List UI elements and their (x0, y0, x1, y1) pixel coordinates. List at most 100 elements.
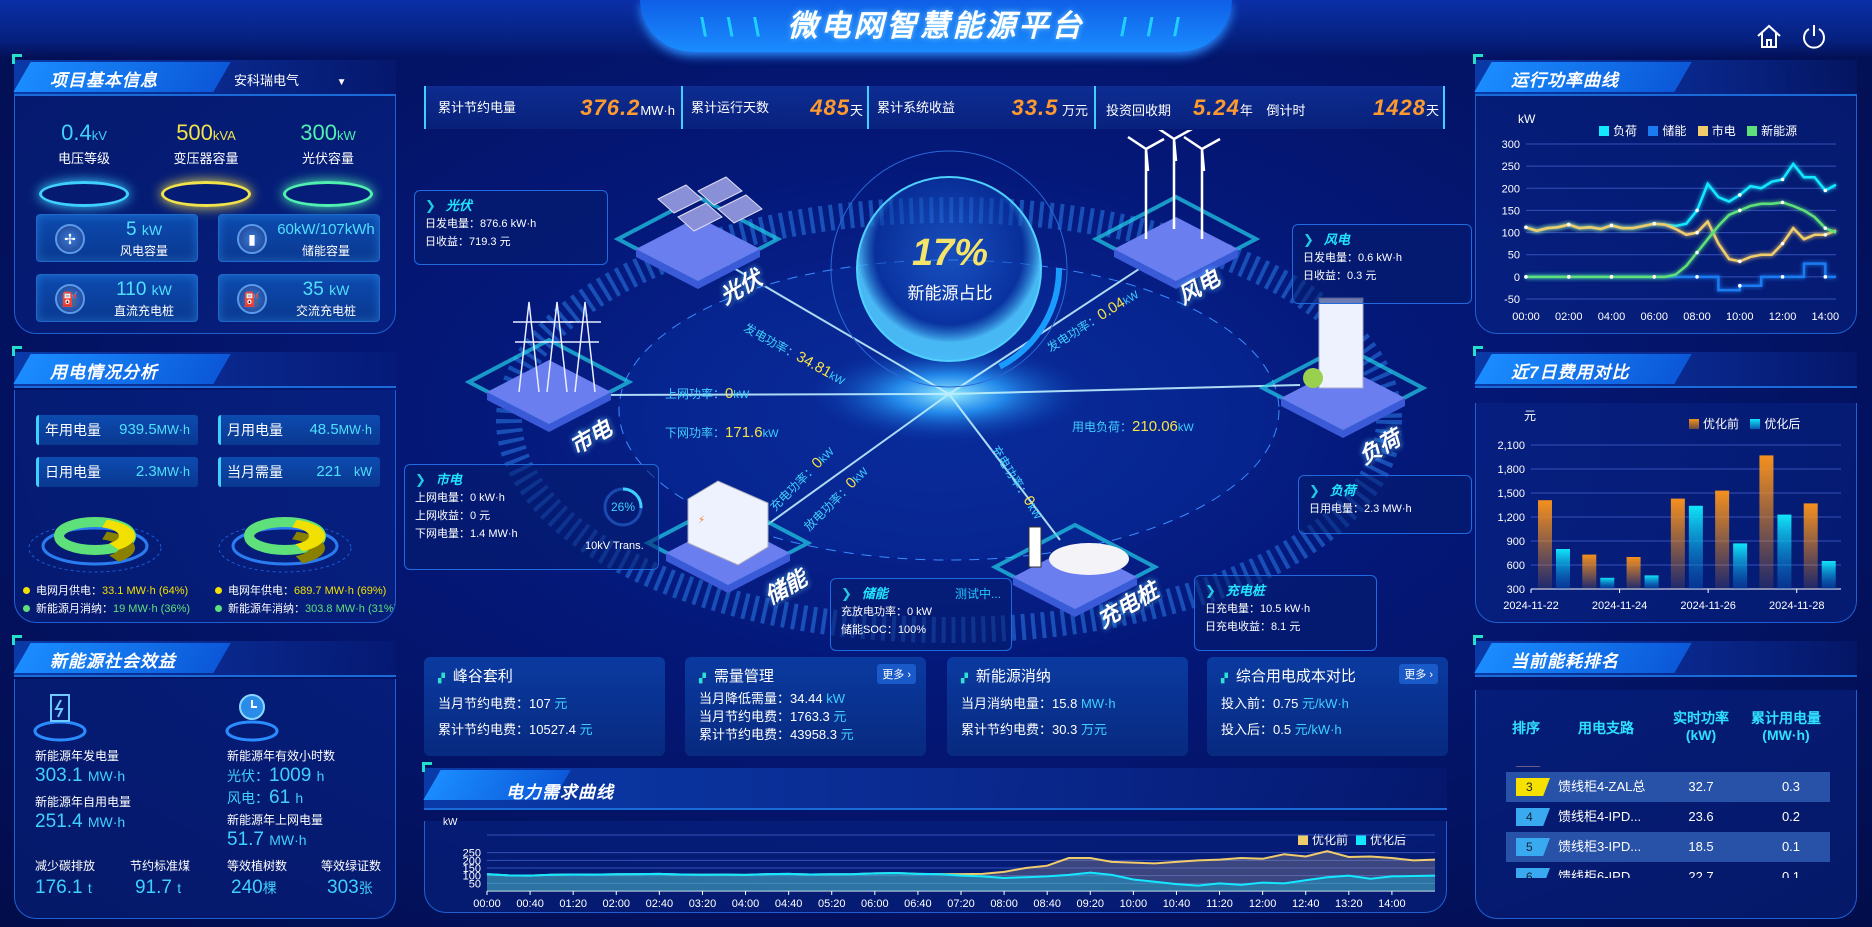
power-curve-header: 运行功率曲线 (1473, 54, 1857, 96)
grid-feed-label: 新能源年上网电量 (227, 813, 324, 827)
carbon-label: 减少碳排放 (35, 859, 96, 873)
home-icon[interactable] (1755, 22, 1785, 52)
demand-x-tick-label: 13:20 (1335, 898, 1363, 910)
demand-x-tick-label: 12:00 (1249, 898, 1277, 910)
hours-label: 新能源年有效小时数 (227, 749, 336, 763)
demand-x-tick-label: 03:20 (689, 898, 717, 910)
power-x-tick-label: 08:00 (1683, 311, 1711, 323)
section-title: 当前能耗排名 (1511, 652, 1619, 671)
power-point-新能源 (1695, 250, 1699, 255)
flow-load: 用电负荷：210.06kW (1072, 418, 1194, 435)
demand-y-tick-label: 250 (463, 848, 481, 860)
building-icon (1318, 297, 1364, 389)
new-energy-ratio: 17% 新能源占比 (890, 232, 1010, 304)
cost-x-tick-label: 2024-11-22 (1503, 600, 1558, 612)
pv-capacity: 300kW 光伏容量 (273, 120, 383, 207)
summary-stats-bar: 累计节约电量 376.2MW·h 累计运行天数 485天 累计系统收益 33.5 万元… (424, 86, 1445, 129)
decor-slashes-right: / / / (1120, 12, 1187, 42)
ranking-list[interactable]: 3 馈线柜4-ZAL总 32.7 0.3 4 馈线柜4-IPD... 23.6 0… (1476, 772, 1856, 878)
donut-base (41, 526, 149, 566)
pv-hours: 光伏：1009 h (227, 765, 325, 786)
wind-turbine-icon (1127, 135, 1165, 239)
transformer-load-ring (603, 487, 643, 527)
power-icon[interactable] (1800, 22, 1830, 52)
chevron-down-icon[interactable]: ▼ (336, 77, 347, 88)
section-title: 新能源社会效益 (50, 652, 176, 671)
company-select[interactable]: 安科瑞电气 ▼ (234, 70, 347, 89)
social-benefit-header: 新能源社会效益 (12, 635, 396, 677)
ranking-row[interactable]: 5 馈线柜3-IPD... 18.5 0.1 (1506, 832, 1830, 862)
cost-y-tick-label: 1,800 (1497, 464, 1525, 476)
more-button[interactable]: 更多 › (1399, 664, 1438, 684)
usage-analysis-header: 用电情况分析 (12, 346, 396, 388)
power-point-新能源 (1609, 275, 1614, 279)
power-chart: -50 0 50 100 150 200 250 300 00:00 02:00 04:00 06:0… (1502, 139, 1839, 323)
rank-badge: 5 (1516, 838, 1550, 856)
power-x-tick-label: 04:00 (1598, 311, 1626, 323)
cert-label: 等效绿证数 (321, 859, 382, 873)
branch-name: 馈线柜3-IPD... (1558, 839, 1642, 854)
supply-donuts (28, 517, 352, 573)
sphere-outer-ring (830, 150, 1068, 388)
decor-slashes-left: \ \ \ (700, 12, 767, 42)
pedestal-icon (161, 181, 251, 207)
stat-payback: 投资回收期 5.24年 倒计时 1428天 (1094, 86, 1445, 129)
solar-panel-icon (717, 194, 763, 224)
demand-y-tick-label: 150 (463, 863, 481, 875)
more-button[interactable]: 更多 › (877, 664, 916, 684)
power-point-市电 (1737, 259, 1742, 264)
stat-year-usage: 年用电量 939.5MW·h (36, 415, 198, 445)
power-x-tick-label: 06:00 (1641, 311, 1669, 323)
power-value: 32.7 (1688, 779, 1714, 794)
platform-top (487, 360, 611, 424)
power-point-市电 (1652, 221, 1657, 226)
dc-charger-card: ⛽ 110 kW 直流充电桩 (36, 274, 198, 322)
cost-x-tick-label: 2024-11-26 (1680, 600, 1735, 612)
power-point-新能源 (1566, 275, 1571, 279)
power-point-市电 (1609, 223, 1614, 228)
power-point-新能源 (1780, 200, 1785, 205)
cost-y-tick-label: 1,200 (1497, 512, 1525, 524)
power-series-新能源 (1526, 201, 1837, 279)
ranking-panel: 排序 用电支路 实时功率 (kW) 累计用电量 (MW·h) 3 馈线柜4-ZA… (1475, 690, 1857, 919)
project-info-panel: 0.4kV 电压等级 500kVA 变压器容量 300kW 光伏容量 ✢ 5 kW… (14, 96, 396, 334)
demand-x-tick-label: 11:20 (1206, 898, 1233, 910)
power-point-负荷 (1695, 208, 1699, 213)
ranking-row[interactable]: 6 馈线柜6-IPD 22.7 0.1 (1506, 862, 1830, 878)
tree-icon (1303, 368, 1323, 388)
donut-grid-segment (102, 519, 135, 550)
demand-x-tick-label: 04:00 (732, 898, 760, 910)
project-info-header: 项目基本信息 安科瑞电气 ▼ (12, 54, 396, 96)
self-use-value: 251.4 MW·h (35, 811, 126, 832)
stat-revenue: 累计系统收益 33.5 万元 (867, 86, 1094, 129)
wind-hours: 风电：61 h (227, 787, 304, 808)
demand-x-tick-label: 10:00 (1120, 898, 1148, 910)
ranking-row[interactable]: 4 馈线柜4-IPD... 23.6 0.2 (1506, 802, 1830, 832)
col-header-branch: 用电支路 (1578, 720, 1634, 736)
power-point-负荷 (1737, 193, 1742, 197)
legend-new-year: 新能源年消纳：303.8 MW·h (31%) (215, 600, 395, 616)
ranking-row[interactable]: 3 馈线柜4-ZAL总 32.7 0.3 (1506, 772, 1830, 802)
energy-value: 0.1 (1781, 869, 1801, 878)
energy-value: 0.3 (1781, 779, 1801, 794)
node-charger-platform (990, 522, 1160, 617)
cost-x-tick-label: 2024-11-28 (1769, 600, 1824, 612)
power-point-负荷 (1780, 177, 1785, 182)
cost-y-tick-label: 300 (1507, 584, 1525, 596)
power-x-tick-label: 12:00 (1769, 311, 1797, 323)
cost-y-tick-label: 900 (1507, 536, 1525, 548)
pv-icon (657, 176, 763, 232)
clock-pedestal-icon (225, 689, 279, 743)
social-benefit-panel: 新能源年发电量 303.1 MW·h 新能源年有效小时数 光伏：1009 h 风… (14, 679, 396, 919)
donut-year (218, 517, 352, 573)
power-point-新能源 (1737, 208, 1742, 213)
tree-label: 等效植树数 (227, 859, 288, 873)
cost-bar-优化前-2024-11-24 (1626, 557, 1641, 589)
cost-bar-优化前-2024-11-26 (1715, 490, 1730, 589)
card-peak-valley: 峰谷套利 当月节约电费：107 元 累计节约电费：10527.4 元 (424, 657, 665, 756)
ac-charger-card: ⛽ 35 kW 交流充电桩 (218, 274, 380, 322)
